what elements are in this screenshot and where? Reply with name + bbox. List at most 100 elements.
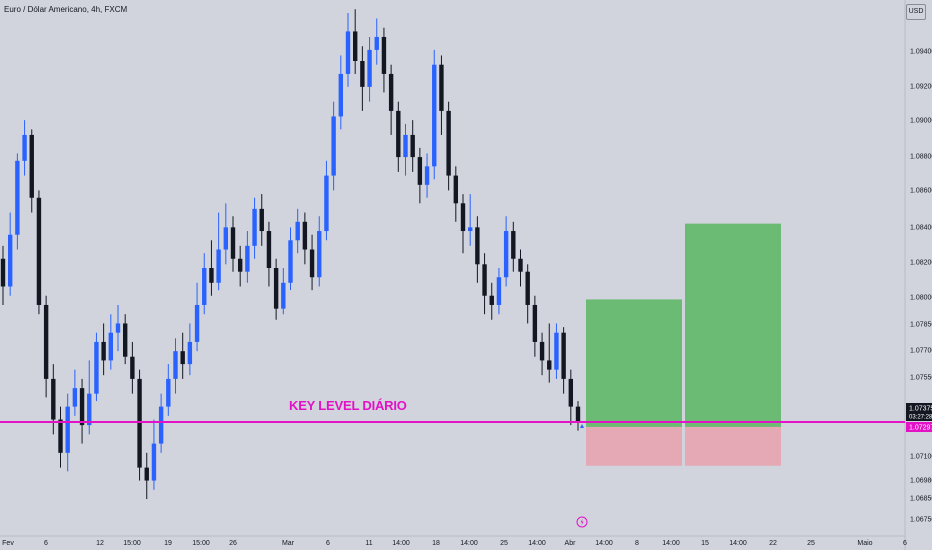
candle-body: [503, 231, 509, 278]
candle-body: [367, 49, 372, 87]
candle: [72, 369, 78, 416]
candle-body: [187, 341, 193, 365]
candle-body: [108, 332, 114, 361]
candle: [273, 258, 279, 320]
loss-zone[interactable]: [586, 426, 682, 466]
candle-body: [43, 304, 49, 379]
candle-body: [568, 378, 574, 407]
loss-zone[interactable]: [685, 426, 781, 466]
candle: [281, 268, 286, 315]
candle-body: [115, 323, 121, 333]
candle: [467, 194, 473, 246]
time-tick-label: 25: [807, 540, 815, 547]
candle: [403, 123, 408, 176]
entry-marker-icon: [580, 424, 584, 428]
candle-body: [539, 341, 545, 361]
candle-body: [202, 268, 207, 305]
candle: [453, 166, 459, 222]
candle-body: [345, 31, 351, 74]
candle: [137, 369, 142, 481]
candle-body: [130, 356, 135, 379]
candle: [352, 9, 358, 74]
time-tick-label: 14:00: [662, 540, 680, 547]
candle: [79, 378, 85, 444]
candle: [345, 12, 351, 87]
candle-body: [79, 388, 85, 426]
candle: [432, 49, 437, 180]
candle-body: [72, 388, 78, 407]
price-tick-label: 1.09000: [910, 118, 932, 125]
candle: [317, 216, 322, 287]
candle: [29, 129, 34, 213]
candle-body: [158, 406, 164, 444]
candle: [396, 101, 401, 172]
candle: [166, 364, 171, 416]
candle: [130, 341, 135, 394]
candle-body: [281, 282, 286, 309]
candle: [482, 253, 487, 315]
price-tick-label: 1.08200: [910, 260, 932, 267]
candle-body: [388, 73, 394, 111]
candle-body: [101, 341, 106, 361]
candle: [424, 153, 430, 198]
candle-body: [209, 268, 214, 283]
candle-body: [7, 234, 13, 287]
candle: [518, 249, 523, 287]
price-tick-label: 1.06850: [910, 496, 932, 503]
price-tick-label: 1.07100: [910, 454, 932, 461]
candle-body: [331, 116, 336, 176]
candle: [230, 216, 236, 272]
candle-body: [259, 208, 264, 232]
candle: [158, 393, 164, 453]
candle-body: [288, 240, 293, 283]
candle: [151, 419, 157, 490]
last-price-badge: 1.07375 03:27:28: [906, 403, 932, 421]
candle-body: [396, 110, 401, 158]
price-tick-label: 1.07850: [910, 322, 932, 329]
candle: [187, 323, 193, 376]
candle-body: [403, 134, 408, 158]
time-tick-label: 14:00: [595, 540, 613, 547]
candle-body: [58, 419, 63, 453]
candle: [367, 36, 372, 102]
key-level-label: KEY LEVEL DIÁRIO: [289, 398, 407, 413]
candle-body: [518, 258, 523, 272]
candle-body: [94, 341, 99, 394]
time-tick-label: 22: [769, 540, 777, 547]
time-tick-label: 6: [44, 540, 48, 547]
candle: [22, 120, 27, 176]
candle-body: [0, 258, 6, 287]
price-tick-label: 1.07550: [910, 375, 932, 382]
candle: [460, 194, 466, 254]
candle-body: [173, 351, 178, 379]
candle-body: [547, 360, 552, 370]
candle-body: [65, 406, 70, 453]
candle: [525, 264, 530, 324]
candle-body: [317, 231, 322, 278]
candle-body: [446, 110, 451, 176]
currency-badge[interactable]: USD: [906, 4, 926, 20]
candle-body: [453, 175, 459, 204]
candle-body: [237, 258, 243, 272]
candle: [381, 27, 387, 93]
candle-body: [439, 64, 444, 111]
candle-body: [381, 36, 387, 74]
candle-body: [166, 378, 171, 407]
countdown-value: 03:27:28: [909, 415, 932, 421]
profit-zone[interactable]: [685, 223, 781, 427]
profit-zone[interactable]: [586, 299, 682, 427]
lightning-icon[interactable]: [576, 516, 588, 528]
candle-body: [309, 249, 315, 278]
candle-body: [302, 221, 308, 250]
position-zones[interactable]: [586, 223, 781, 466]
time-tick-label: 11: [365, 540, 372, 547]
time-tick-label: 15: [701, 540, 709, 547]
price-tick-label: 1.08600: [910, 188, 932, 195]
candle: [539, 332, 545, 376]
chart-title: Euro / Dólar Americano, 4h, FXCM: [4, 5, 128, 14]
time-tick-label: 19: [164, 540, 172, 547]
last-price-badge-bg: [906, 403, 932, 421]
candle: [302, 212, 308, 265]
